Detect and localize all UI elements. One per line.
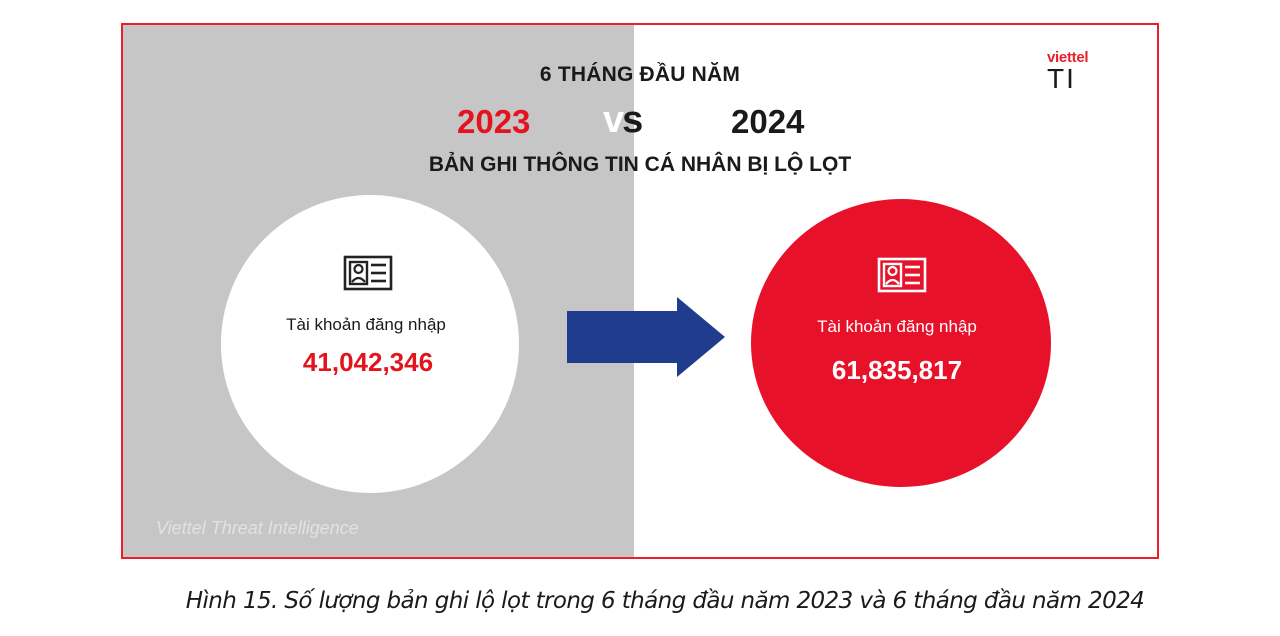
logo-product: TI [1047, 63, 1076, 94]
vs-label: vs [603, 99, 643, 142]
infographic-title: 6 THÁNG ĐẦU NĂM [539, 63, 741, 86]
vs-letter-v: v [603, 99, 624, 141]
id-card-icon [343, 255, 393, 291]
watermark: Viettel Threat Intelligence [156, 518, 359, 538]
year-2024: 2024 [731, 103, 805, 140]
circle-2023: Tài khoản đăng nhập 41,042,346 [221, 195, 519, 493]
metric-value-2024: 61,835,817 [831, 355, 963, 385]
circle-2024: Tài khoản đăng nhập 61,835,817 [751, 199, 1051, 487]
infographic-subtitle: BẢN GHI THÔNG TIN CÁ NHÂN BỊ LỘ LỌT [428, 153, 852, 176]
logo-brand: viettel [1047, 49, 1089, 66]
id-card-icon [877, 257, 927, 293]
vs-letter-s: s [622, 99, 643, 141]
figure-caption: Hình 15. Số lượng bản ghi lộ lọt trong 6… [185, 588, 1145, 614]
viettel-ti-logo: viettel TI [1047, 49, 1089, 94]
metric-label-2024: Tài khoản đăng nhập [817, 317, 977, 336]
arrow-right-icon [567, 297, 725, 377]
metric-value-2023: 41,042,346 [302, 347, 434, 377]
year-2023: 2023 [457, 103, 531, 140]
infographic-frame: 6 THÁNG ĐẦU NĂM 2023 vs 2024 BẢN GHI THÔ… [121, 23, 1159, 559]
metric-label-2023: Tài khoản đăng nhập [286, 315, 446, 334]
